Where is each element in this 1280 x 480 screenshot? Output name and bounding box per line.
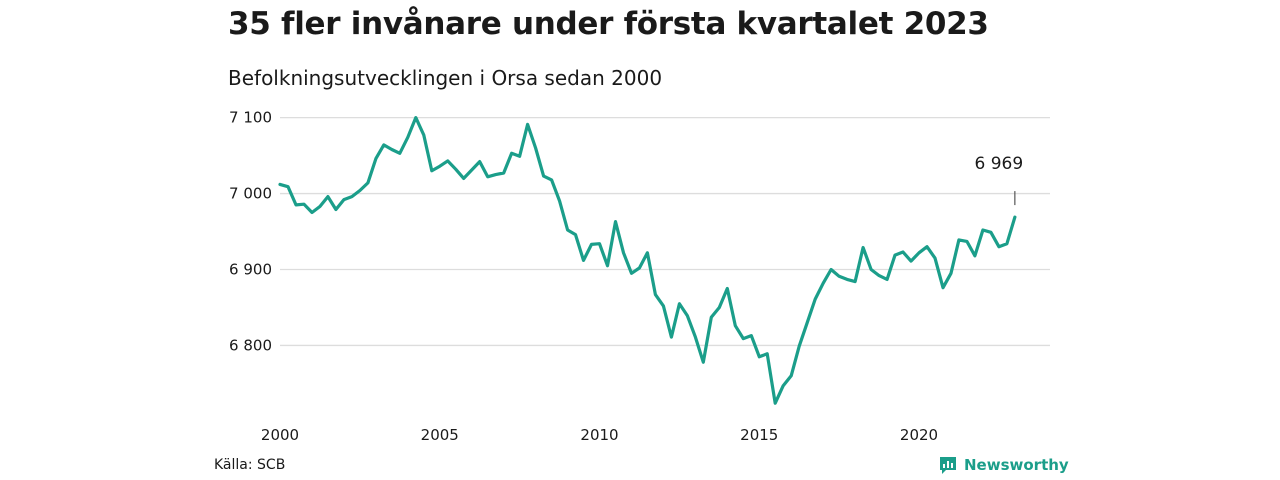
x-tick-label: 2000 bbox=[261, 426, 299, 444]
x-tick-label: 2010 bbox=[580, 426, 618, 444]
series-line bbox=[278, 115, 1017, 405]
last-value-label: 6 969 bbox=[975, 154, 1024, 174]
brand-name: Newsworthy bbox=[964, 456, 1069, 474]
x-tick-label: 2015 bbox=[740, 426, 778, 444]
x-tick-label: 2005 bbox=[421, 426, 459, 444]
newsworthy-logo-icon bbox=[940, 457, 956, 474]
y-tick-label: 7 000 bbox=[229, 185, 272, 203]
chart-title: 35 fler invånare under första kvartalet … bbox=[228, 6, 989, 42]
x-tick-label: 2020 bbox=[900, 426, 938, 444]
y-tick-label: 6 800 bbox=[229, 336, 272, 354]
chart-subtitle: Befolkningsutvecklingen i Orsa sedan 200… bbox=[228, 66, 663, 90]
source-label: Källa: SCB bbox=[214, 457, 286, 473]
y-tick-label: 6 900 bbox=[229, 260, 272, 278]
brand-logo: Newsworthy bbox=[938, 455, 1069, 475]
y-tick-label: 7 100 bbox=[229, 109, 272, 127]
